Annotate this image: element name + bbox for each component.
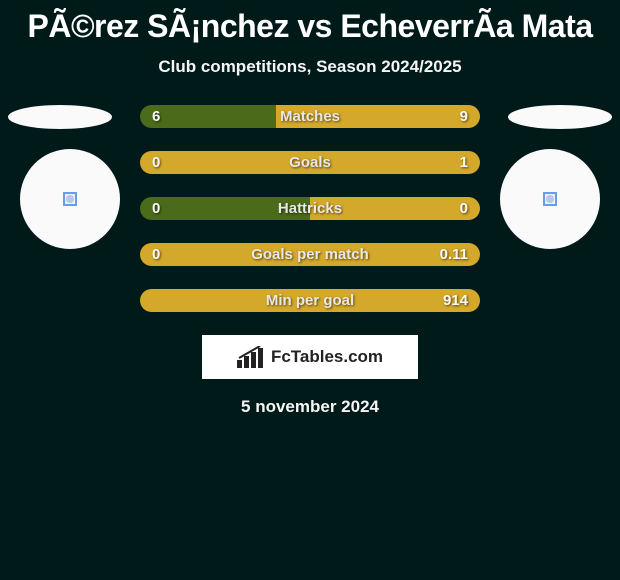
subtitle: Club competitions, Season 2024/2025 bbox=[0, 57, 620, 77]
stat-label: Min per goal bbox=[140, 289, 480, 312]
stat-label: Hattricks bbox=[140, 197, 480, 220]
flag-right bbox=[508, 105, 612, 129]
stat-bar: 0Goals1 bbox=[140, 151, 480, 174]
stat-bar: 0Hattricks0 bbox=[140, 197, 480, 220]
stat-bars: 6Matches90Goals10Hattricks00Goals per ma… bbox=[140, 105, 480, 312]
stat-label: Goals bbox=[140, 151, 480, 174]
page-title: PÃ©rez SÃ¡nchez vs EcheverrÃ­a Mata bbox=[0, 0, 620, 45]
stat-value-right: 9 bbox=[460, 105, 468, 128]
stat-bar: Min per goal914 bbox=[140, 289, 480, 312]
stat-value-right: 1 bbox=[460, 151, 468, 174]
stat-value-right: 0.11 bbox=[440, 243, 468, 266]
comparison-panel: 6Matches90Goals10Hattricks00Goals per ma… bbox=[0, 105, 620, 417]
date-label: 5 november 2024 bbox=[0, 397, 620, 417]
avatar-left bbox=[20, 149, 120, 249]
avatar-right bbox=[500, 149, 600, 249]
stat-value-right: 914 bbox=[443, 289, 468, 312]
chart-icon bbox=[237, 346, 265, 368]
flag-left bbox=[8, 105, 112, 129]
stat-bar: 0Goals per match0.11 bbox=[140, 243, 480, 266]
stat-bar: 6Matches9 bbox=[140, 105, 480, 128]
stat-label: Matches bbox=[140, 105, 480, 128]
stat-value-right: 0 bbox=[460, 197, 468, 220]
stat-label: Goals per match bbox=[140, 243, 480, 266]
brand-text: FcTables.com bbox=[271, 347, 383, 367]
brand-badge: FcTables.com bbox=[202, 335, 418, 379]
